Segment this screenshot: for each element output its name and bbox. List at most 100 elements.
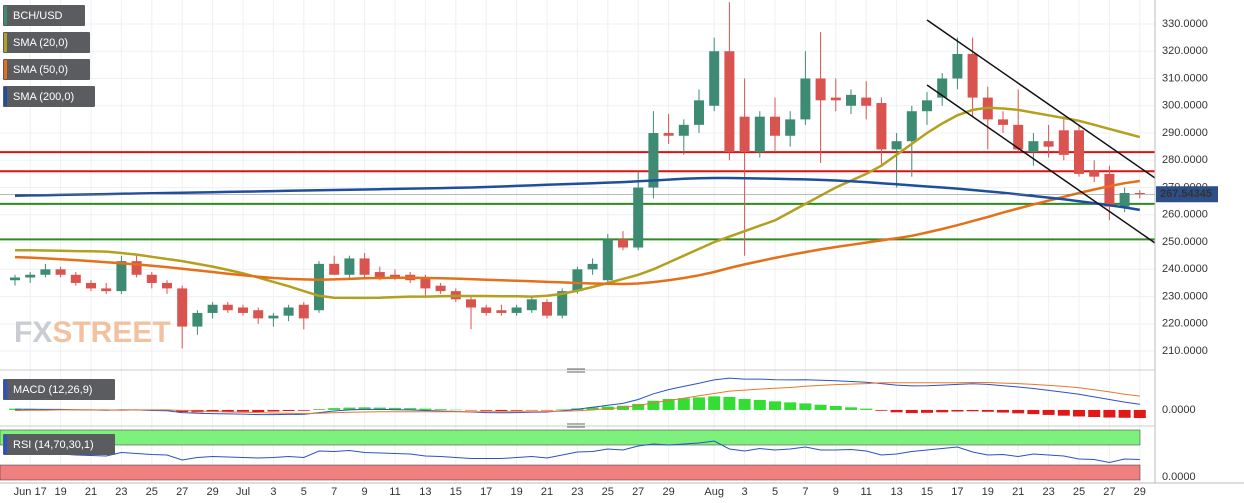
legend-swatch — [4, 380, 7, 399]
x-tick-label: 27 — [1103, 486, 1115, 498]
candle-body — [648, 133, 659, 188]
x-tick-label: 13 — [890, 486, 902, 498]
macd-histogram-bar — [297, 409, 310, 411]
y-tick-label: 320.0000 — [1162, 45, 1208, 57]
macd-histogram-bar — [1088, 409, 1101, 417]
macd-histogram-bar — [662, 398, 675, 410]
macd-histogram-bar — [480, 409, 493, 411]
candle-body — [967, 53, 978, 98]
macd-histogram-bar — [829, 406, 842, 410]
candle-body — [481, 307, 492, 313]
candle-body — [496, 310, 507, 313]
macd-histogram-bar — [951, 409, 964, 412]
macd-histogram-bar — [981, 409, 994, 412]
macd-histogram-bar — [586, 407, 599, 410]
macd-histogram-bar — [905, 409, 918, 414]
x-tick-label: 9 — [362, 486, 368, 498]
x-tick-label: 17 — [480, 486, 492, 498]
candle-body — [146, 274, 157, 283]
candle-body — [770, 116, 780, 136]
candle-body — [1043, 141, 1054, 147]
macd-histogram-bar — [1057, 409, 1070, 416]
macd-histogram-bar — [860, 408, 873, 410]
x-tick-label: 7 — [802, 486, 808, 498]
candle-body — [177, 288, 188, 327]
candle-body — [724, 51, 735, 153]
candle-body — [998, 119, 1008, 125]
candle-body — [678, 124, 689, 136]
legend-label: SMA (20,0) — [13, 37, 68, 49]
macd-histogram-bar — [510, 409, 523, 411]
macd-histogram-bar — [449, 409, 462, 411]
macd-histogram-bar — [495, 409, 508, 411]
macd-histogram-bar — [434, 409, 447, 410]
candle-body — [298, 304, 309, 319]
sma-line — [14, 179, 1140, 286]
candle-body — [694, 100, 704, 125]
macd-histogram-bar — [252, 409, 265, 413]
macd-histogram-bar — [1118, 409, 1131, 418]
x-tick-label: 15 — [450, 486, 462, 498]
legend-label: SMA (50,0) — [13, 64, 68, 76]
channel-lower — [926, 84, 1156, 244]
candle-body — [754, 116, 765, 153]
x-tick-label: 19 — [982, 486, 994, 498]
macd-histogram-bar — [814, 404, 827, 410]
y-tick-label: 0.0000 — [1162, 471, 1196, 483]
sma-line — [14, 176, 1141, 212]
macd-histogram-bar — [267, 409, 280, 412]
legend-box — [3, 86, 95, 107]
x-tick-label: 23 — [115, 486, 127, 498]
macd-histogram-bar — [1027, 409, 1040, 415]
macd-histogram-bar — [693, 397, 705, 410]
x-tick-label: 3 — [742, 486, 748, 498]
candle-body — [542, 302, 552, 316]
macd-histogram-bar — [525, 409, 538, 411]
macd-histogram-bar — [1073, 409, 1085, 417]
candle-body — [192, 312, 203, 327]
candle-body — [253, 310, 264, 319]
candle-body — [70, 274, 81, 283]
candle-body — [390, 274, 400, 278]
rsi-overbought-band — [0, 429, 1141, 446]
y-tick-label: 240.0000 — [1162, 263, 1208, 275]
candle-body — [618, 239, 628, 248]
candle-body — [937, 78, 948, 98]
legend-swatch — [4, 6, 7, 25]
legend: BCH/USD SMA (20,0) SMA (50,0) SMA (200,0) MA… — [3, 5, 115, 455]
y-tick-label: 210.0000 — [1162, 345, 1208, 357]
x-tick-label: 17 — [951, 486, 963, 498]
legend-swatch — [4, 33, 7, 52]
macd-histogram-bar — [313, 409, 325, 410]
candle-body — [891, 141, 902, 150]
x-tick-label: 21 — [1012, 486, 1024, 498]
macd-histogram-bar — [373, 407, 386, 410]
candle-body — [1119, 192, 1130, 207]
candle-body — [922, 100, 932, 112]
x-tick-label: 5 — [301, 486, 307, 498]
candle-body — [268, 315, 279, 319]
y-tick-label: 290.0000 — [1162, 127, 1208, 139]
candle-body — [906, 111, 917, 142]
candle-body — [815, 78, 826, 101]
macd-histogram-bar — [921, 409, 933, 413]
pane-handle — [567, 368, 585, 428]
y-tick-label: 260.0000 — [1162, 209, 1208, 221]
macd-histogram-bar — [875, 409, 888, 411]
x-tick-label: 27 — [632, 486, 644, 498]
x-tick-label: Aug — [704, 486, 724, 498]
macd-histogram-bar — [784, 402, 797, 410]
legend-label: RSI (14,70,30,1) — [13, 439, 94, 451]
x-tick-label: 9 — [833, 486, 839, 498]
x-tick-label: 25 — [146, 486, 158, 498]
candle-body — [1058, 130, 1069, 155]
candle-body — [420, 277, 431, 289]
candle-body — [861, 97, 872, 106]
macd-histogram-bar — [769, 401, 781, 410]
candle-body — [10, 277, 20, 281]
macd-histogram-bar — [738, 398, 751, 410]
x-tick-label: 29 — [662, 486, 674, 498]
rsi-oversold-band — [0, 464, 1141, 481]
